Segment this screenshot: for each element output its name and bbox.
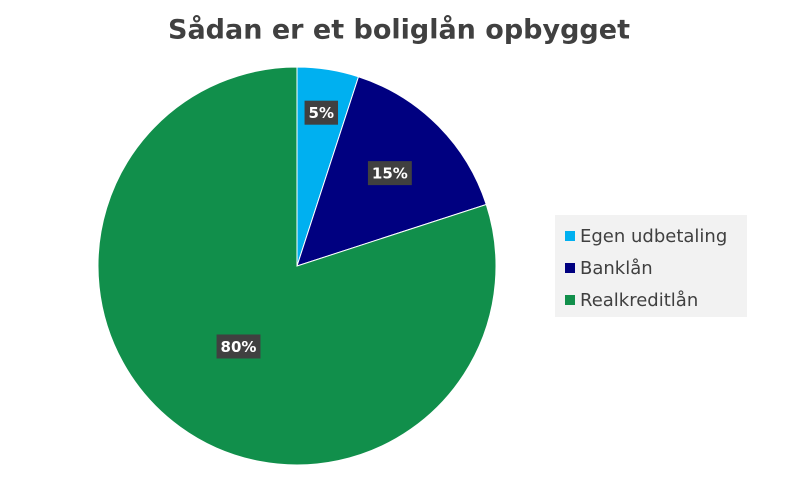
data-label: 5% [304,100,339,125]
legend-swatch [565,295,575,305]
data-label-text: 5% [309,104,334,122]
legend-box [555,215,747,317]
data-label-text: 15% [372,165,408,183]
data-label-box [367,161,412,186]
legend-swatch [565,231,575,241]
legend-swatch [565,263,575,273]
pie-slice [97,66,497,466]
data-label: 15% [367,161,412,186]
legend-label: Egen udbetaling [580,226,727,247]
data-label-box [304,100,339,125]
data-label: 80% [216,334,261,359]
legend-label: Banklån [580,258,653,279]
chart-title: Sådan er et boliglån opbygget [168,14,630,46]
legend-label: Realkreditlån [580,290,698,311]
data-label-box [216,334,261,359]
data-label-text: 80% [221,338,257,356]
